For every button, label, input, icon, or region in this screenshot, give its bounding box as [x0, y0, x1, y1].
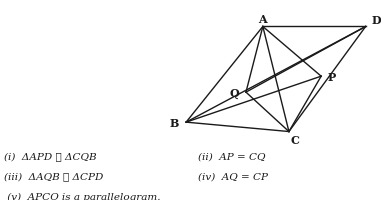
- Text: (ii)  AP = CQ: (ii) AP = CQ: [198, 152, 266, 160]
- Text: (iii)  ΔAQB ≅ ΔCPD: (iii) ΔAQB ≅ ΔCPD: [4, 172, 103, 180]
- Text: A: A: [259, 14, 267, 25]
- Text: B: B: [169, 117, 179, 128]
- Text: (iv)  AQ = CP: (iv) AQ = CP: [198, 172, 268, 180]
- Text: Q: Q: [229, 87, 239, 98]
- Text: P: P: [327, 71, 335, 82]
- Text: C: C: [291, 135, 299, 146]
- Text: (i)  ΔAPD ≅ ΔCQB: (i) ΔAPD ≅ ΔCQB: [4, 152, 96, 160]
- Text: (v)  APCQ is a parallelogram.: (v) APCQ is a parallelogram.: [4, 191, 160, 200]
- Text: D: D: [371, 15, 381, 26]
